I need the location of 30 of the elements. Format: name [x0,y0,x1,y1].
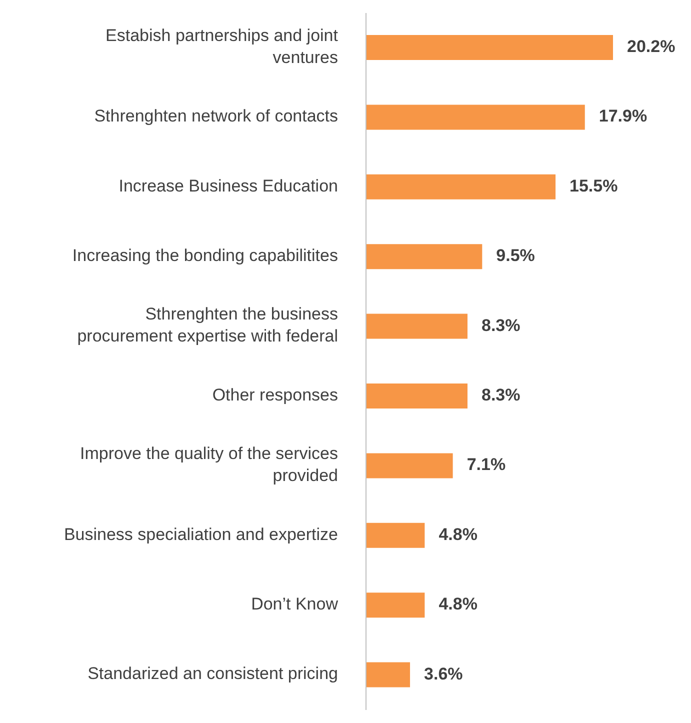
data-label: 4.8% [438,594,478,614]
y-tick-label: Sthrenghten the business procurement expertise with federal [77,305,338,346]
data-label: 8.3% [481,385,520,404]
y-tick-label: Business specialiation and expertize [64,525,338,544]
bar [366,453,453,478]
bar [366,174,556,200]
data-label: 8.3% [481,316,520,335]
data-label: 15.5% [570,176,618,196]
y-tick-label: Estabish partnerships and joint ventures [106,26,338,68]
y-tick-label: Standarized an consistent pricing [88,664,338,684]
bar [366,244,482,270]
bar [366,522,425,548]
y-tick-label: Don’t Know [251,594,339,614]
data-label: 9.5% [496,246,535,266]
y-tick-label: Other responses [212,386,338,405]
bar [366,314,468,339]
bar [366,104,585,130]
data-label: 4.8% [438,524,478,544]
y-tick-label: Sthrenghten network of contacts [94,107,338,126]
bar [366,662,410,688]
bar [366,384,468,408]
data-label: 20.2% [627,36,676,56]
y-tick-label: Increasing the bonding capabilitites [72,246,338,266]
y-tick-label: Improve the quality of the services provided [80,444,338,486]
bar [366,592,425,618]
bar [366,35,613,60]
data-label: 3.6% [424,664,463,684]
y-tick-label: Increase Business Education [118,176,338,196]
data-label: 17.9% [598,106,648,126]
data-label: 7.1% [466,455,506,474]
